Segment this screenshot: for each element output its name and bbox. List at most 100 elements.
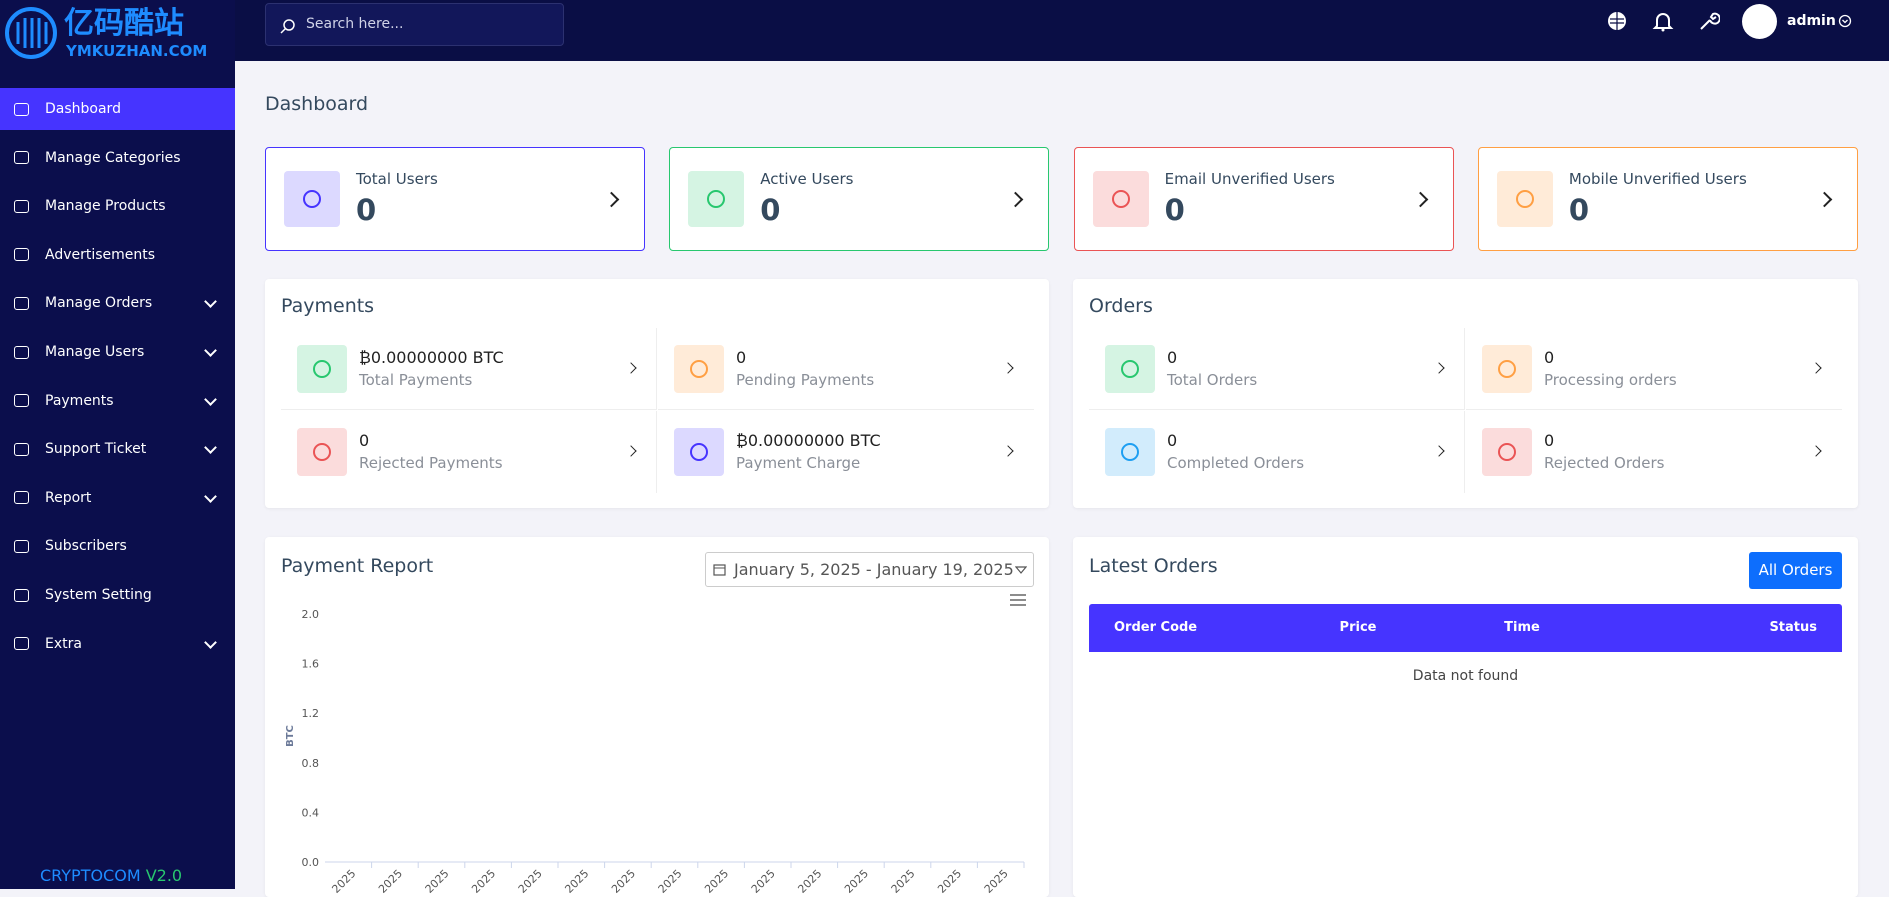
stat-label: Processing orders: [1544, 371, 1677, 389]
stat-arrow: [1810, 445, 1822, 457]
menu-icon: [14, 296, 29, 310]
orders-panel: Orders 0 Total Orders 0 Processing orders 0 C…: [1073, 279, 1858, 508]
menu-item[interactable]: Manage Users: [0, 331, 235, 373]
all-orders-button[interactable]: All Orders: [1749, 552, 1842, 589]
card-icon: [688, 171, 745, 227]
x-tick-label: 2025: [469, 867, 498, 896]
icon-glyph: [690, 443, 708, 461]
user-caret[interactable]: [1838, 14, 1852, 28]
x-tick-label: 2025: [376, 867, 405, 896]
stat-card[interactable]: Email Unverified Users 0: [1073, 147, 1454, 251]
menu-label: Advertisements: [45, 246, 156, 263]
panel-title: Latest Orders: [1089, 555, 1218, 577]
stat-label: Completed Orders: [1167, 454, 1305, 472]
card-icon: [1092, 171, 1149, 227]
menu-item[interactable]: Manage Products: [0, 185, 235, 227]
avatar[interactable]: [1742, 4, 1777, 39]
y-tick-label: 1.6: [302, 658, 320, 671]
x-tick-label: 2025: [982, 867, 1011, 896]
card-arrow: [603, 191, 620, 208]
stat-arrow: [1433, 445, 1445, 457]
x-tick-label: 2025: [329, 867, 358, 896]
card-arrow: [1816, 191, 1833, 208]
menu-icon: [14, 345, 29, 359]
chart: 0.0 0.4 0.8 1.2 1.6 2.0 BTC 2025 2025 2025 2025 202…: [285, 608, 1025, 896]
search-box[interactable]: Search here...: [265, 3, 564, 46]
stat-item[interactable]: 0 Total Orders: [1089, 328, 1465, 410]
card-icon: [1496, 171, 1553, 227]
menu-label: Dashboard: [45, 101, 121, 117]
search-icon: [280, 19, 295, 34]
menu-icon: [14, 539, 29, 553]
x-tick-label: 2025: [702, 867, 731, 896]
menu-label: Extra: [45, 635, 82, 652]
x-tick-label: 2025: [935, 867, 964, 896]
menu-item[interactable]: Report: [0, 477, 235, 519]
stat-label: Payment Charge: [736, 454, 861, 472]
menu-icon: [14, 588, 29, 602]
stat-label: Pending Payments: [736, 371, 875, 389]
date-range-picker[interactable]: January 5, 2025 - January 19, 2025: [705, 552, 1034, 587]
menu-label: Manage Users: [45, 344, 145, 360]
y-tick-label: 0.8: [302, 757, 320, 770]
bell-icon[interactable]: [1652, 10, 1674, 32]
wrench-icon[interactable]: [1698, 10, 1720, 32]
x-tick-label: 2025: [795, 867, 824, 896]
menu-item[interactable]: Advertisements: [0, 234, 235, 276]
stat-item[interactable]: 0 Completed Orders: [1089, 411, 1465, 493]
stat-card[interactable]: Total Users 0: [265, 147, 645, 251]
stat-item[interactable]: 0 Pending Payments: [658, 328, 1034, 410]
menu-item[interactable]: Payments: [0, 380, 235, 422]
icon-glyph: [313, 443, 331, 461]
stat-item[interactable]: ₿0.00000000 BTC Payment Charge: [658, 411, 1034, 493]
icon-glyph: [1498, 360, 1516, 378]
footer: CRYPTOCOM V2.0: [40, 866, 182, 885]
stat-item[interactable]: ₿0.00000000 BTC Total Payments: [281, 328, 657, 410]
menu-item[interactable]: Support Ticket: [0, 428, 235, 470]
icon-glyph: [1121, 443, 1139, 461]
calendar-icon: [713, 564, 726, 576]
stat-value: 0: [736, 348, 747, 367]
icon-glyph: [1111, 190, 1130, 208]
empty-message: Data not found: [1412, 668, 1519, 684]
menu-item[interactable]: Extra: [0, 623, 235, 665]
date-range: January 5, 2025 - January 19, 2025: [734, 560, 1014, 579]
menu-item[interactable]: Dashboard: [0, 88, 235, 130]
submenu-chevron: [204, 635, 217, 649]
icon-glyph: [1515, 190, 1534, 208]
stat-item[interactable]: 0 Rejected Payments: [281, 411, 657, 493]
stat-label: Rejected Orders: [1544, 454, 1665, 472]
x-tick-label: 2025: [749, 867, 778, 896]
menu-item[interactable]: Subscribers: [0, 525, 235, 567]
stat-arrow: [625, 362, 637, 374]
logo-subtitle: YMKUZHAN.COM: [66, 42, 208, 60]
menu-icon: [14, 248, 29, 262]
chart-menu[interactable]: [1009, 593, 1027, 607]
submenu-chevron: [204, 489, 217, 503]
menu-item[interactable]: Manage Orders: [0, 282, 235, 324]
stat-item[interactable]: 0 Processing orders: [1466, 328, 1842, 410]
icon-glyph: [707, 190, 726, 208]
menu-item[interactable]: System Setting: [0, 574, 235, 616]
caret: [1015, 566, 1027, 574]
stat-item[interactable]: 0 Rejected Orders: [1466, 411, 1842, 493]
menu-icon: [14, 151, 29, 165]
menu-item[interactable]: Manage Categories: [0, 137, 235, 179]
x-tick-label: 2025: [656, 867, 685, 896]
card-label: Email Unverified Users: [1164, 170, 1335, 188]
x-tick-label: 2025: [609, 867, 638, 896]
user-name[interactable]: admin: [1787, 13, 1836, 29]
globe-icon[interactable]: [1606, 10, 1628, 32]
card-label: Active Users: [760, 170, 854, 188]
y-axis-label: BTC: [285, 725, 296, 747]
x-tick-label: 2025: [842, 867, 871, 896]
footer-version: V2.0: [145, 866, 183, 885]
stat-icon: [1105, 345, 1155, 393]
stat-value: 0: [1544, 348, 1555, 367]
stat-value: 0: [359, 431, 370, 450]
logo-title: 亿码酷站: [64, 6, 184, 41]
stat-card[interactable]: Active Users 0: [669, 147, 1050, 251]
stat-card[interactable]: Mobile Unverified Users 0: [1477, 147, 1858, 251]
